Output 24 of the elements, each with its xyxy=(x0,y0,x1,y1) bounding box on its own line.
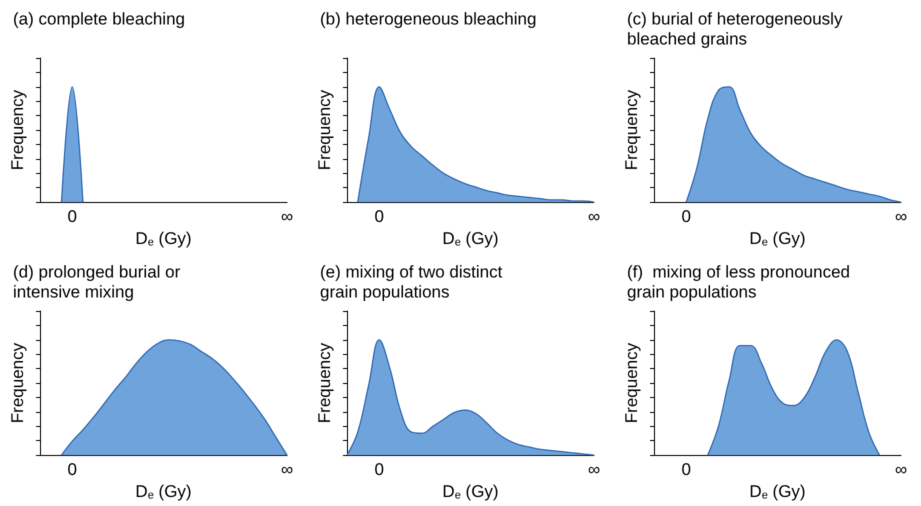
x-tick-label: ∞ xyxy=(280,460,294,480)
chart-title: (e) mixing of two distinct grain populations xyxy=(320,262,503,302)
x-tick-label: 0 xyxy=(374,207,384,226)
chart-title: (c) burial of heterogeneously bleached grains xyxy=(627,10,843,48)
y-axis-title: Frequency xyxy=(315,89,334,170)
y-axis-title: Frequency xyxy=(8,89,27,170)
x-tick-label: 0 xyxy=(67,460,77,480)
y-axis-title: Frequency xyxy=(622,89,641,170)
x-tick-label: 0 xyxy=(374,460,384,480)
y-axis-title: Frequency xyxy=(315,342,334,424)
x-tick-label: ∞ xyxy=(280,207,294,226)
y-axis-title: Frequency xyxy=(8,342,27,424)
x-tick-label: 0 xyxy=(67,207,77,226)
x-tick-label: ∞ xyxy=(588,460,600,480)
chart-title: (f) mixing of less pronounced grain populations xyxy=(627,262,850,302)
x-tick-label: ∞ xyxy=(894,460,908,480)
x-tick-label: 0 xyxy=(681,207,691,226)
chart-title: (b) heterogeneous bleaching xyxy=(320,10,536,28)
y-axis-title: Frequency xyxy=(622,342,641,424)
chart-title: (d) prolonged burial or intensive mixing xyxy=(13,262,181,302)
x-tick-label: ∞ xyxy=(894,207,908,226)
x-tick-label: ∞ xyxy=(588,207,600,226)
chart-title: (a) complete bleaching xyxy=(13,10,185,28)
x-tick-label: 0 xyxy=(681,460,691,480)
